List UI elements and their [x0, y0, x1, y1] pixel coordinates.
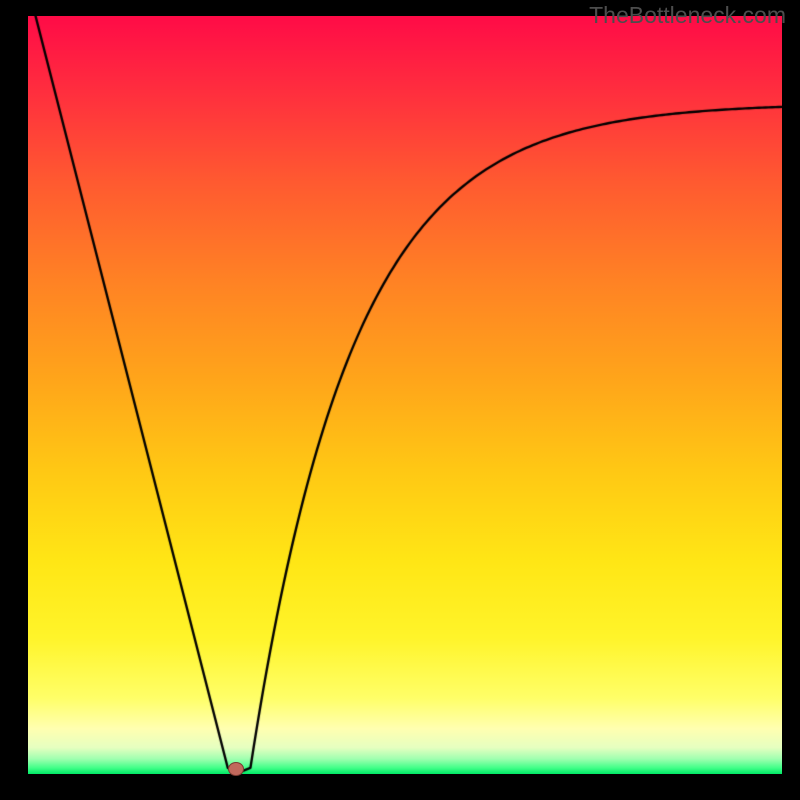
optimal-point-marker	[228, 762, 244, 776]
plot-area	[28, 16, 782, 774]
chart-container: TheBottleneck.com	[0, 0, 800, 800]
watermark-text: TheBottleneck.com	[589, 2, 786, 29]
bottleneck-curve	[28, 16, 782, 774]
